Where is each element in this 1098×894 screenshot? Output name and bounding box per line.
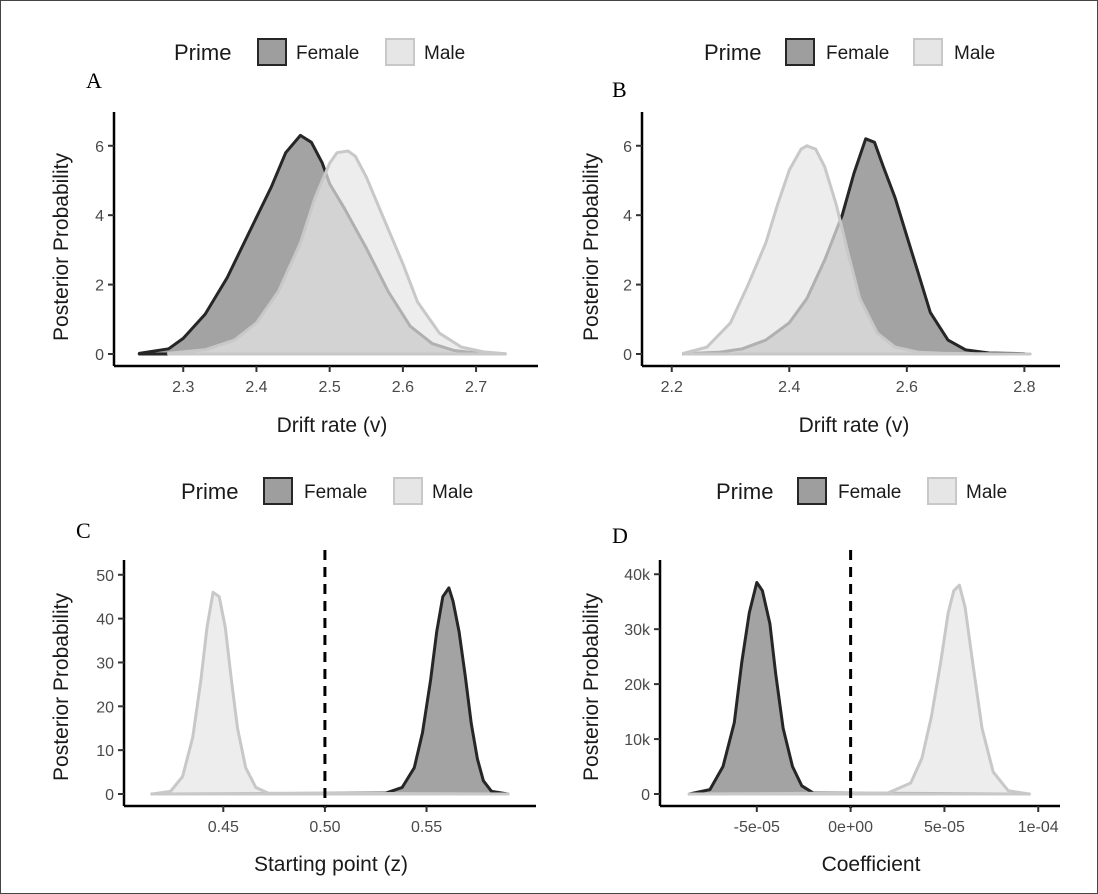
x-tick-label: 0e+00 <box>828 819 873 836</box>
legend-title: Prime <box>716 479 773 504</box>
legend-title: Prime <box>704 40 761 65</box>
y-axis-title: Posterior Probability <box>50 593 73 781</box>
density-male <box>150 590 510 796</box>
x-tick-label: 2.5 <box>319 379 341 396</box>
legend-swatch-female <box>257 38 287 66</box>
x-tick-label: 0.50 <box>309 819 340 836</box>
x-axis-title: Starting point (z) <box>254 853 408 876</box>
y-tick-label: 2 <box>95 278 104 295</box>
y-tick-label: 20 <box>96 699 114 716</box>
y-tick-label: 30k <box>624 622 651 639</box>
y-tick-label: 30 <box>96 655 114 672</box>
y-tick-label: 4 <box>95 208 104 225</box>
y-tick-label: 40k <box>624 567 651 584</box>
y-tick-label: 0 <box>95 347 104 364</box>
plot-area: 2.2 2.4 2.6 2.8 0 2 4 6 <box>623 112 1060 396</box>
y-axis-title: Posterior Probability <box>580 593 603 781</box>
x-tick-label: 2.7 <box>465 379 487 396</box>
legend-label-female: Female <box>296 43 359 64</box>
y-tick-label: 2 <box>623 278 632 295</box>
legend-label-female: Female <box>838 482 901 503</box>
legend-label-male: Male <box>954 43 995 64</box>
panel-label: D <box>612 523 628 548</box>
x-tick-label: 2.6 <box>896 379 918 396</box>
legend-title: Prime <box>181 479 238 504</box>
plot-area: 0.45 0.50 0.55 0 10 20 30 40 50 <box>96 550 536 836</box>
density-female <box>150 586 510 796</box>
x-tick-label: 5e-05 <box>924 819 965 836</box>
panel-c: C Prime Female Male 0.45 0.50 0.55 0 10 20 30 4… <box>50 477 536 876</box>
density-male <box>687 583 1031 796</box>
y-tick-label: 6 <box>623 139 632 156</box>
x-tick-label: 2.4 <box>778 379 800 396</box>
legend-swatch-female <box>263 477 293 505</box>
y-tick-label: 50 <box>96 568 114 585</box>
legend-label-male: Male <box>424 43 465 64</box>
y-tick-label: 0 <box>641 787 650 804</box>
density-female <box>687 581 1031 796</box>
legend-swatch-male <box>393 477 423 505</box>
x-tick-label: 2.4 <box>245 379 267 396</box>
x-axis-title: Drift rate (v) <box>277 414 388 437</box>
y-axis-title: Posterior Probability <box>50 153 73 341</box>
legend-swatch-female <box>797 477 827 505</box>
x-axis-title: Coefficient <box>822 853 921 876</box>
legend-swatch-female <box>785 38 815 66</box>
y-tick-label: 20k <box>624 677 651 694</box>
panel-label: B <box>612 77 627 102</box>
x-tick-label: 2.2 <box>661 379 683 396</box>
density-male <box>167 149 507 356</box>
legend-swatch-male <box>927 477 957 505</box>
panel-label: C <box>76 518 91 543</box>
y-tick-label: 10k <box>624 732 651 749</box>
y-tick-label: 10 <box>96 743 114 760</box>
panel-a: A Prime Female Male 2.3 2.4 2.5 2.6 2.70246 … <box>50 38 538 437</box>
x-tick-label: -5e-05 <box>734 819 780 836</box>
panel-label: A <box>86 68 102 93</box>
x-tick-label: 0.45 <box>208 819 239 836</box>
panel-d: D Prime Female Male -5e-05 0e+00 5e-05 1e-0… <box>580 477 1060 876</box>
x-tick-label: 0.55 <box>411 819 442 836</box>
y-tick-label: 6 <box>95 139 104 156</box>
x-tick-label: 2.8 <box>1013 379 1035 396</box>
legend-label-female: Female <box>304 482 367 503</box>
plot-area: 2.3 2.4 2.5 2.6 2.7 0 2 4 6 <box>95 112 538 396</box>
legend-swatch-male <box>913 38 943 66</box>
panel-b: B Prime Female Male 2.2 2.4 2.6 2.8 0 2 4 6 Dri… <box>580 38 1060 437</box>
x-tick-label: 2.6 <box>392 379 414 396</box>
y-axis-title: Posterior Probability <box>580 153 603 341</box>
y-tick-label: 0 <box>105 787 114 804</box>
legend-label-male: Male <box>966 482 1007 503</box>
legend-label-female: Female <box>826 43 889 64</box>
y-tick-label: 40 <box>96 612 114 629</box>
x-tick-label: 1e-04 <box>1018 819 1059 836</box>
density-male <box>682 144 1032 356</box>
legend-title: Prime <box>174 40 231 65</box>
x-tick-label: 2.3 <box>172 379 194 396</box>
x-axis-title: Drift rate (v) <box>799 414 910 437</box>
legend-swatch-male <box>385 38 415 66</box>
y-tick-label: 0 <box>623 347 632 364</box>
plot-area: -5e-05 0e+00 5e-05 1e-04 0 10k 20k 30k 40k <box>624 550 1060 836</box>
legend-label-male: Male <box>432 482 473 503</box>
y-tick-label: 4 <box>623 208 632 225</box>
